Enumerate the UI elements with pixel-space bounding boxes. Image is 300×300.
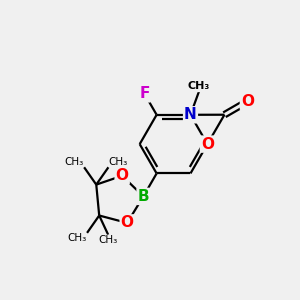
Text: CH₃: CH₃ xyxy=(188,81,210,91)
Text: CH₃: CH₃ xyxy=(65,157,84,167)
Text: O: O xyxy=(116,168,129,183)
Text: B: B xyxy=(138,189,149,204)
Text: O: O xyxy=(241,94,254,109)
Text: O: O xyxy=(121,215,134,230)
Text: CH₃: CH₃ xyxy=(108,157,128,167)
Text: F: F xyxy=(140,86,150,101)
Text: CH₃: CH₃ xyxy=(68,233,87,243)
Text: CH₃: CH₃ xyxy=(98,235,118,245)
Text: N: N xyxy=(184,107,197,122)
Text: O: O xyxy=(201,136,214,152)
